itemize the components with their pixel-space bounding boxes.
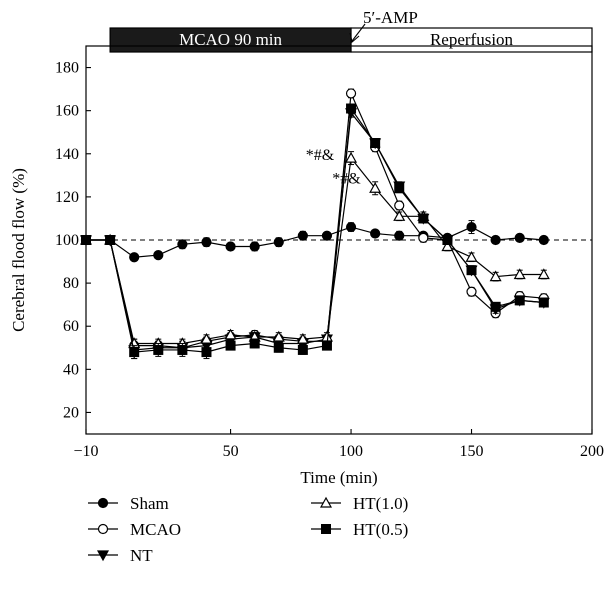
- x-axis-label: Time (min): [300, 468, 377, 487]
- phase-block: [109, 27, 352, 53]
- series-ht-1-0-: [79, 151, 550, 349]
- data-point: [177, 239, 188, 250]
- data-point: [249, 338, 260, 349]
- y-tick-label: 140: [55, 146, 79, 163]
- data-point: [490, 234, 501, 246]
- data-point: [297, 344, 308, 355]
- legend-marker: [321, 524, 331, 534]
- x-tick-label: 200: [580, 443, 604, 460]
- y-tick-label: 100: [55, 232, 79, 249]
- series-line: [86, 156, 544, 345]
- data-point: [345, 88, 357, 99]
- series-sham: [80, 220, 549, 263]
- y-tick-label: 20: [63, 404, 79, 421]
- axes: 20 40 60 80 100 120 140 160 180 −10 50 100 150 200 Tim…: [9, 45, 604, 487]
- data-point: [177, 344, 188, 355]
- data-point: [201, 347, 212, 358]
- data-point: [200, 332, 213, 344]
- data-point: [537, 268, 550, 280]
- data-point: [129, 252, 140, 263]
- data-point: [249, 241, 260, 252]
- arrow-shaft: [351, 23, 366, 42]
- data-point: [81, 235, 91, 245]
- data-point: [272, 330, 285, 342]
- data-point: [346, 103, 357, 114]
- series-ht-0-5-: [81, 103, 549, 360]
- x-tick-label: 50: [223, 443, 239, 460]
- data-point: [297, 230, 308, 241]
- phase-bar: MCAO 90 min Reperfusion: [109, 27, 593, 53]
- data-point: [441, 240, 454, 252]
- y-tick-label: 40: [63, 361, 79, 378]
- data-point: [224, 328, 237, 340]
- x-tick-label: 100: [339, 443, 363, 460]
- data-point: [225, 340, 236, 351]
- data-point: [394, 230, 405, 241]
- data-point: [201, 237, 212, 248]
- data-point: [466, 265, 477, 276]
- data-point: [129, 347, 140, 358]
- data-point: [394, 200, 405, 211]
- data-point: [442, 235, 453, 245]
- data-point: [370, 138, 381, 148]
- legend-label: MCAO: [130, 520, 181, 539]
- data-point: [321, 340, 332, 351]
- arrow-head: [349, 32, 360, 44]
- data-point: [369, 182, 382, 193]
- data-point: [273, 237, 284, 248]
- data-point: [153, 249, 164, 261]
- legend-marker: [97, 523, 109, 535]
- legend-marker: [319, 496, 333, 508]
- y-tick-label: 120: [55, 189, 79, 206]
- data-point: [153, 344, 164, 355]
- data-point: [370, 228, 381, 239]
- legend-label: NT: [130, 546, 153, 565]
- data-point: [105, 235, 116, 245]
- data-point: [465, 251, 478, 262]
- y-tick-label: 80: [63, 275, 79, 292]
- y-tick-label: 180: [55, 60, 79, 77]
- annotations: 5′-AMP *#& *#&: [306, 8, 418, 187]
- data-point: [513, 268, 526, 280]
- legend-marker: [96, 550, 110, 562]
- x-tick-label: −10: [73, 443, 98, 460]
- phase-label: Reperfusion: [430, 30, 514, 49]
- x-tick-label: 150: [460, 443, 484, 460]
- legend-label: Sham: [130, 494, 169, 513]
- data-point: [514, 232, 525, 243]
- y-tick-label: 160: [55, 103, 79, 120]
- data-point: [466, 286, 477, 297]
- data-point: [418, 213, 429, 224]
- data-point: [345, 221, 357, 233]
- series-line: [86, 91, 544, 349]
- data-point: [225, 241, 236, 252]
- series-mcao: [80, 88, 549, 355]
- significance-marker: *#&: [332, 170, 361, 187]
- data-point: [345, 151, 358, 163]
- data-point: [394, 183, 405, 194]
- data-point: [273, 342, 284, 353]
- data-point: [538, 297, 549, 308]
- phase-label: MCAO 90 min: [179, 30, 282, 49]
- data-point: [296, 332, 309, 344]
- phase-block: [350, 27, 593, 53]
- legend-label: HT(1.0): [353, 494, 408, 513]
- legend-label: HT(0.5): [353, 520, 408, 539]
- data-point: [466, 221, 477, 233]
- data-point: [489, 270, 502, 282]
- data-point: [321, 230, 333, 241]
- significance-marker: *#&: [306, 147, 335, 164]
- data-point: [538, 234, 549, 246]
- series-group: [79, 88, 550, 360]
- data-point: [490, 301, 501, 312]
- y-axis-label: Cerebral flood flow (%): [9, 168, 28, 332]
- data-point: [393, 210, 406, 221]
- y-tick-label: 60: [63, 318, 79, 335]
- data-point: [418, 232, 429, 243]
- legend-marker: [97, 497, 109, 509]
- legend: Sham MCAO NT HT(1.0) HT(0.5): [88, 494, 408, 565]
- amp-annotation-label: 5′-AMP: [363, 8, 418, 27]
- data-point: [514, 295, 525, 306]
